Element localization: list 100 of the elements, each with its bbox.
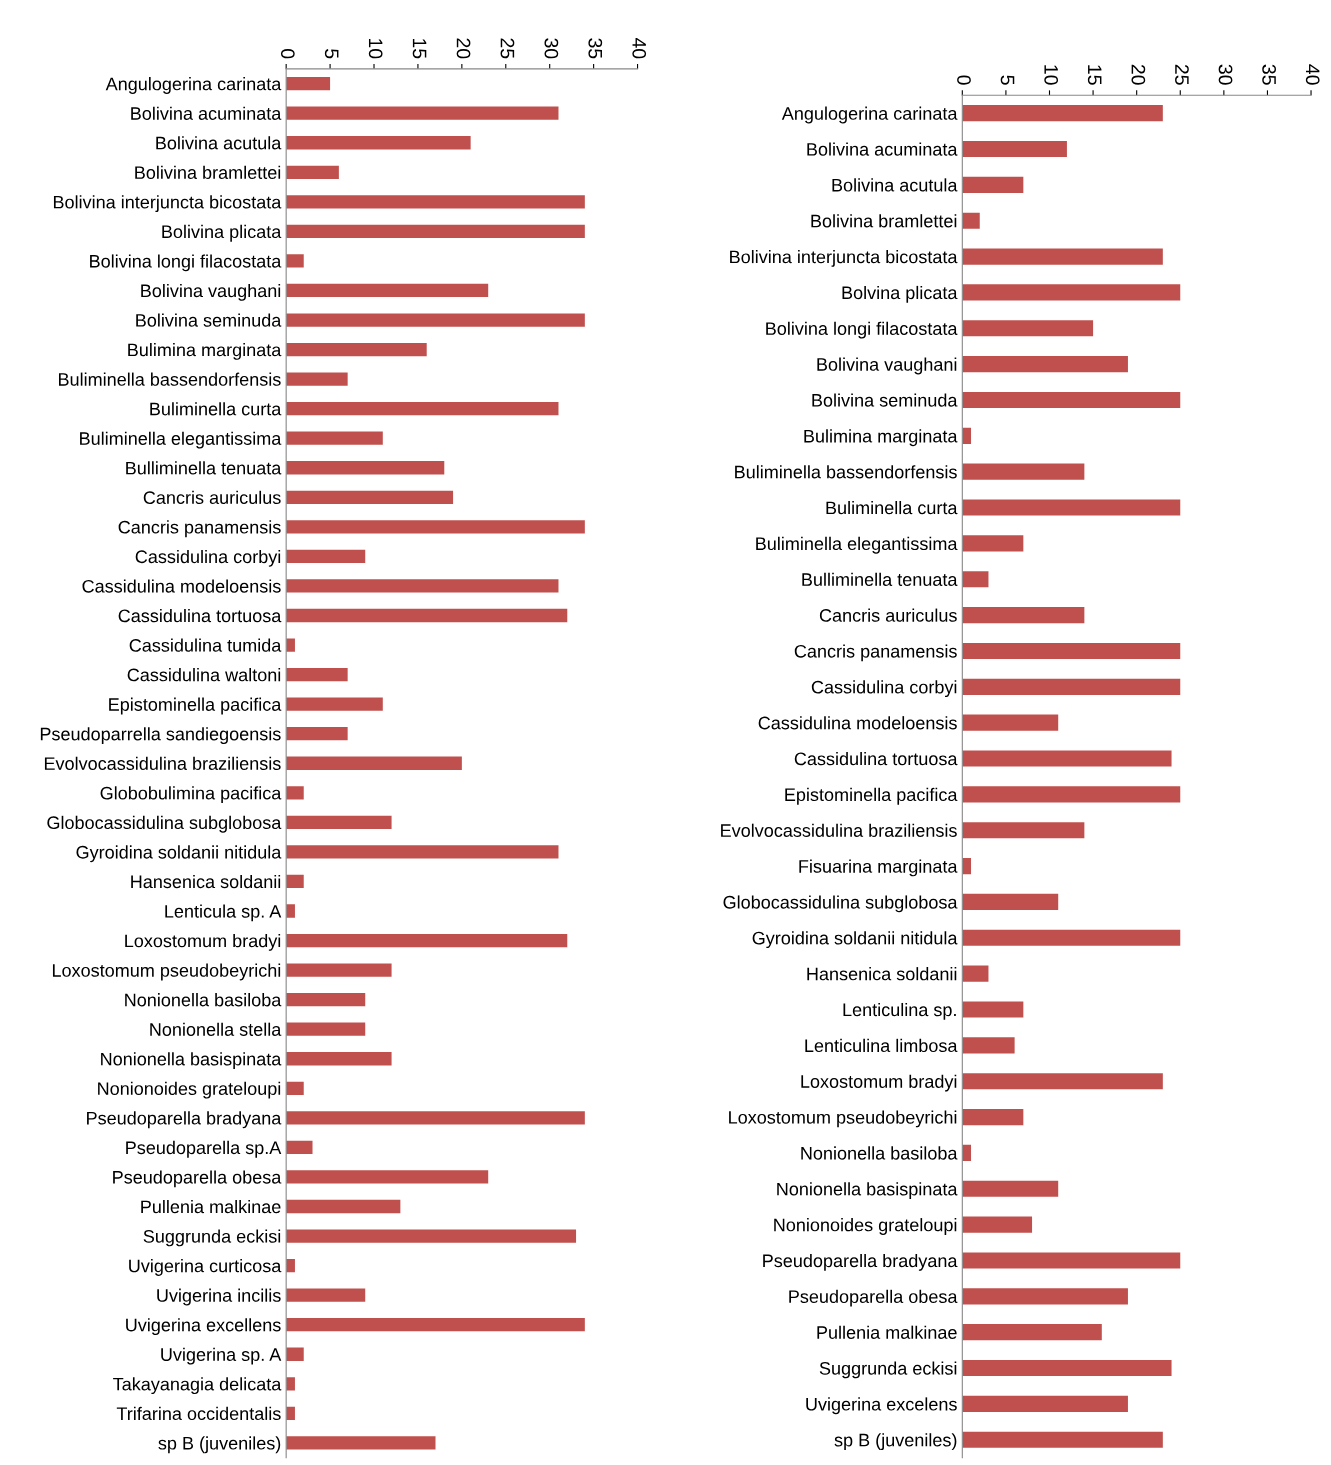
y-tick-label: Bolivina interjuncta bicostata [730,250,958,267]
bar [286,786,304,800]
y-tick-label: Cassidulina waltoni [127,668,281,682]
x-tick-label: 40 [632,37,647,59]
y-tick-label: Trifarina occidentalis [116,1406,281,1421]
y-tick-label: Pseudoparella sp.A [126,1140,282,1158]
bar [962,1144,972,1161]
y-tick-label: Epistominella pacifica [785,787,958,805]
bar [286,461,445,475]
bar [286,1318,585,1332]
x-tick-label: 5 [324,49,339,59]
bar [962,1252,1181,1269]
y-tick-label: Gyroidina soldanii nitidula [752,931,958,949]
y-tick-label: Cancris panamensis [118,520,281,538]
x-tick-label: 20 [456,38,471,59]
bar [962,176,1024,193]
y-tick-label: Cassidulina corbyi [135,549,281,567]
bar [962,822,1085,839]
bar [962,1359,1172,1377]
y-tick-label: Angulogerina carinata [105,77,282,94]
bar [286,313,585,327]
bar [286,342,427,357]
bar [286,1111,585,1125]
y-tick-label: Cancris auriculus [143,490,281,505]
x-tick-label: 30 [1218,64,1233,85]
bar [286,874,304,889]
y-tick-label: Nonionella stella [150,1022,282,1036]
y-tick-label: Nonionella basiloba [125,993,282,1007]
bar [962,1001,1024,1018]
y-tick-label: Pullenia malkinae [817,1325,957,1339]
bar [286,490,454,504]
y-tick-label: Cancris panamensis [794,644,957,662]
y-tick-label: sp B (juveniles) [158,1436,281,1454]
bar [962,893,1059,911]
y-tick-label: Uvigerina excellens [126,1318,281,1335]
y-tick-label: Nonionoides grateloupi [98,1081,281,1099]
y-tick-label: Bolivina seminuda [812,393,958,407]
bar [962,140,1067,158]
y-tick-label: Pseudoparella bradyana [763,1253,958,1271]
bar [286,1022,366,1036]
bar [962,248,1163,265]
y-tick-label: Bolivina acuminata [807,142,958,156]
bar [286,904,295,918]
y-tick-label: Uvigerina sp. A [161,1347,282,1365]
bar [962,571,989,588]
y-tick-label: Loxostomum pseudobeyrichi [729,1110,957,1128]
bar [286,283,489,298]
y-tick-label: Bulimina marginata [128,343,282,360]
bar [962,858,972,875]
x-tick-label: 25 [500,38,515,59]
y-tick-label: Uvigerina incilis [157,1288,281,1306]
x-tick-label: 0 [957,75,971,85]
y-tick-label: Loxostomum pseudobeyrichi [52,963,281,981]
y-tick-label: Lenticulina limbosa [805,1038,958,1053]
x-tick-label: 5 [1000,75,1015,85]
y-tick-label: Bolivina bramlettei [811,214,957,228]
x-tick-label: 10 [368,38,383,59]
y-tick-label: Cassidulina tortuosa [118,608,282,623]
y-tick-label: Loxostomum bradyi [125,934,281,951]
y-tick-label: Bulliminella tenuata [802,572,958,586]
bar [286,845,559,859]
y-tick-label: Globobulimina pacifica [100,786,282,804]
bar [962,284,1181,301]
x-tick-label: 25 [1175,64,1189,85]
bar [286,106,559,120]
bar [962,786,1181,803]
x-tick-label: 10 [1044,65,1059,85]
y-tick-label: Buliminella elegantissima [756,536,958,554]
y-tick-label: Cassidulina tortuosa [794,751,958,766]
bar [962,1395,1128,1412]
bar [286,402,559,416]
y-tick-label: Cassidulina modeloensis [82,579,281,593]
bar [962,1216,1033,1233]
bar [962,356,1128,373]
bar [286,697,383,711]
bar [286,1436,436,1450]
y-tick-label: Buliminella bassendorfensis [58,372,281,386]
y-tick-label: Epistominella pacifica [109,697,282,715]
bar [962,929,1181,946]
y-tick-label: Lenticulina sp. [843,1002,956,1020]
y-tick-label: Nonionella basispinata [777,1182,958,1200]
y-tick-label: Cassidulina tumida [129,638,282,652]
y-tick-label: Suggrunda eckisi [143,1229,281,1247]
y-tick-label: Bolivina plicata [162,224,282,242]
bar [286,76,331,91]
bar [286,727,348,741]
bar [286,638,295,652]
y-tick-label: Nonionella basiloba [801,1146,958,1160]
y-tick-label: Loxostomum bradyi [801,1074,957,1092]
y-tick-label: Bolivina interjuncta bicostata [53,195,282,213]
x-tick-label: 30 [544,38,559,59]
y-tick-label: Pseudoparella obesa [789,1289,958,1307]
bar [962,535,1024,552]
bar [962,1180,1059,1197]
bar [286,1229,577,1243]
y-tick-label: Bolivina acutula [832,178,958,192]
bar [286,1347,304,1361]
y-tick-label: Uvigerina curticosa [129,1259,282,1276]
y-tick-label: Cancris auriculus [819,608,957,622]
x-tick-label: 0 [280,49,295,59]
